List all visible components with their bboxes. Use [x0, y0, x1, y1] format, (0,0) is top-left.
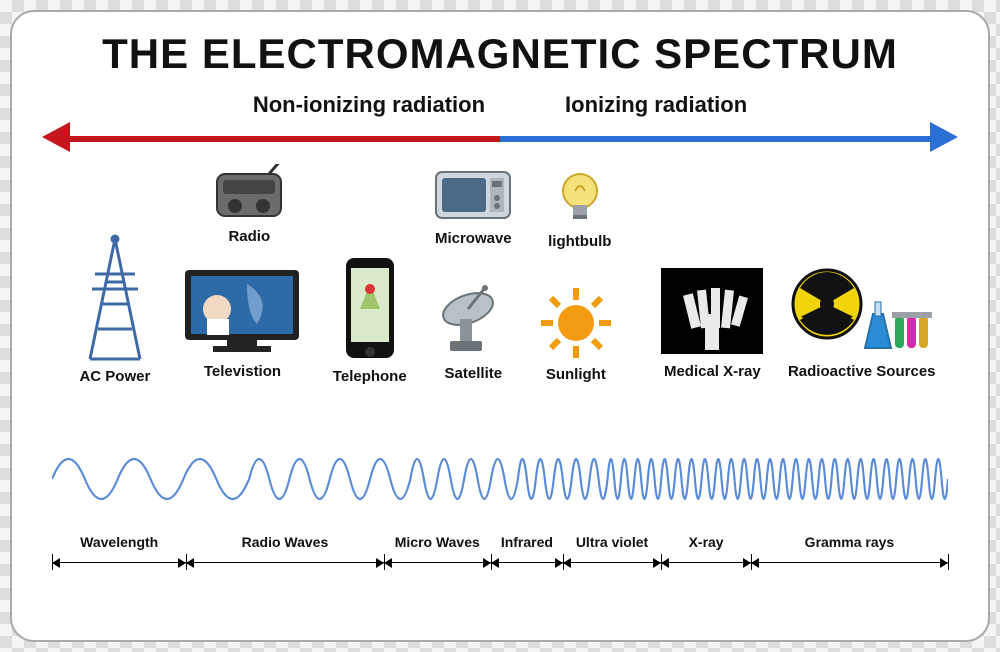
segment-arrow-right-icon — [483, 558, 491, 568]
wave-icon — [52, 424, 948, 534]
segment-arrow-left-icon — [52, 558, 60, 568]
television-label: Televistion — [177, 363, 307, 380]
radio-icon — [204, 164, 294, 224]
phone-icon — [330, 254, 410, 364]
xray-label: Medical X-ray — [652, 363, 772, 380]
segment-arrow-right-icon — [743, 558, 751, 568]
device-radioactive: Radioactive Sources — [787, 264, 937, 380]
segment-arrow-right-icon — [653, 558, 661, 568]
satellite-icon — [428, 279, 518, 361]
radioactive-icon — [787, 264, 937, 359]
sun-icon — [536, 284, 616, 362]
ionizing-label: Ionizing radiation — [565, 92, 747, 118]
ac-power-label: AC Power — [70, 368, 160, 385]
band-label: Infrared — [501, 534, 553, 550]
radiation-labels: Non-ionizing radiation Ionizing radiatio… — [12, 92, 988, 118]
spectrum-arrows — [52, 124, 948, 154]
television-icon — [177, 264, 307, 359]
xray-icon — [652, 264, 772, 359]
band-label: Gramma rays — [805, 534, 895, 550]
arrowhead-left-icon — [42, 122, 70, 152]
devices-row: AC Power Radio — [52, 164, 948, 424]
arrowhead-right-icon — [930, 122, 958, 152]
device-satellite: Satellite — [428, 279, 518, 382]
lightbulb-icon — [545, 169, 615, 229]
band-label: Ultra violet — [576, 534, 648, 550]
sunlight-label: Sunlight — [536, 366, 616, 383]
bands-axis: Wavelength Radio Waves Micro Waves Infrared… — [52, 534, 948, 594]
wave-area — [52, 424, 948, 534]
device-microwave: Microwave — [428, 164, 518, 247]
device-television: Televistion — [177, 264, 307, 380]
segment-arrow-left-icon — [384, 558, 392, 568]
segment-arrow-right-icon — [376, 558, 384, 568]
segment-arrow-left-icon — [491, 558, 499, 568]
segment-arrow-right-icon — [555, 558, 563, 568]
telephone-label: Telephone — [330, 368, 410, 385]
segment-arrow-right-icon — [940, 558, 948, 568]
device-sunlight: Sunlight — [536, 284, 616, 383]
arrow-non-ionizing — [52, 136, 500, 142]
segment-arrow-right-icon — [178, 558, 186, 568]
device-telephone: Telephone — [330, 254, 410, 385]
non-ionizing-label: Non-ionizing radiation — [253, 92, 485, 118]
lightbulb-label: lightbulb — [545, 233, 615, 250]
band-label: Micro Waves — [395, 534, 480, 550]
device-lightbulb: lightbulb — [545, 169, 615, 250]
arrow-ionizing — [500, 136, 948, 142]
segment-arrow-left-icon — [186, 558, 194, 568]
segment-arrow-left-icon — [661, 558, 669, 568]
band-label: Wavelength — [80, 534, 158, 550]
tower-icon — [70, 234, 160, 364]
device-radio: Radio — [204, 164, 294, 245]
device-xray: Medical X-ray — [652, 264, 772, 380]
segment-arrow-left-icon — [751, 558, 759, 568]
diagram-panel: THE ELECTROMAGNETIC SPECTRUM Non-ionizin… — [10, 10, 990, 642]
axis-tick — [948, 554, 949, 570]
band-label: X-ray — [689, 534, 724, 550]
microwave-label: Microwave — [428, 230, 518, 247]
page-title: THE ELECTROMAGNETIC SPECTRUM — [12, 30, 988, 78]
device-ac-power: AC Power — [70, 234, 160, 385]
microwave-icon — [428, 164, 518, 226]
segment-arrow-left-icon — [563, 558, 571, 568]
radio-label: Radio — [204, 228, 294, 245]
radioactive-label: Radioactive Sources — [787, 363, 937, 380]
satellite-label: Satellite — [428, 365, 518, 382]
band-label: Radio Waves — [242, 534, 329, 550]
